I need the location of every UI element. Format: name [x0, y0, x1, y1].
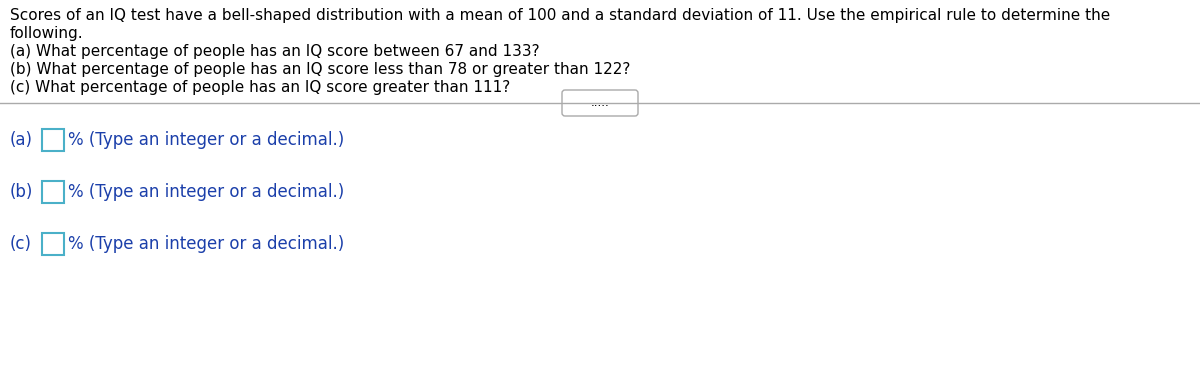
Text: (b): (b) — [10, 183, 34, 201]
Text: % (Type an integer or a decimal.): % (Type an integer or a decimal.) — [68, 183, 344, 201]
Text: (c): (c) — [10, 235, 32, 253]
FancyBboxPatch shape — [42, 129, 64, 151]
Text: (c) What percentage of people has an IQ score greater than 111?: (c) What percentage of people has an IQ … — [10, 80, 510, 95]
Text: (a) What percentage of people has an IQ score between 67 and 133?: (a) What percentage of people has an IQ … — [10, 44, 540, 59]
Text: % (Type an integer or a decimal.): % (Type an integer or a decimal.) — [68, 131, 344, 149]
FancyBboxPatch shape — [562, 90, 638, 116]
Text: .....: ..... — [590, 97, 610, 109]
Text: % (Type an integer or a decimal.): % (Type an integer or a decimal.) — [68, 235, 344, 253]
FancyBboxPatch shape — [42, 181, 64, 203]
Text: (a): (a) — [10, 131, 34, 149]
Text: Scores of an IQ test have a bell-shaped distribution with a mean of 100 and a st: Scores of an IQ test have a bell-shaped … — [10, 8, 1110, 23]
FancyBboxPatch shape — [42, 233, 64, 255]
Text: following.: following. — [10, 26, 84, 41]
Text: (b) What percentage of people has an IQ score less than 78 or greater than 122?: (b) What percentage of people has an IQ … — [10, 62, 630, 77]
